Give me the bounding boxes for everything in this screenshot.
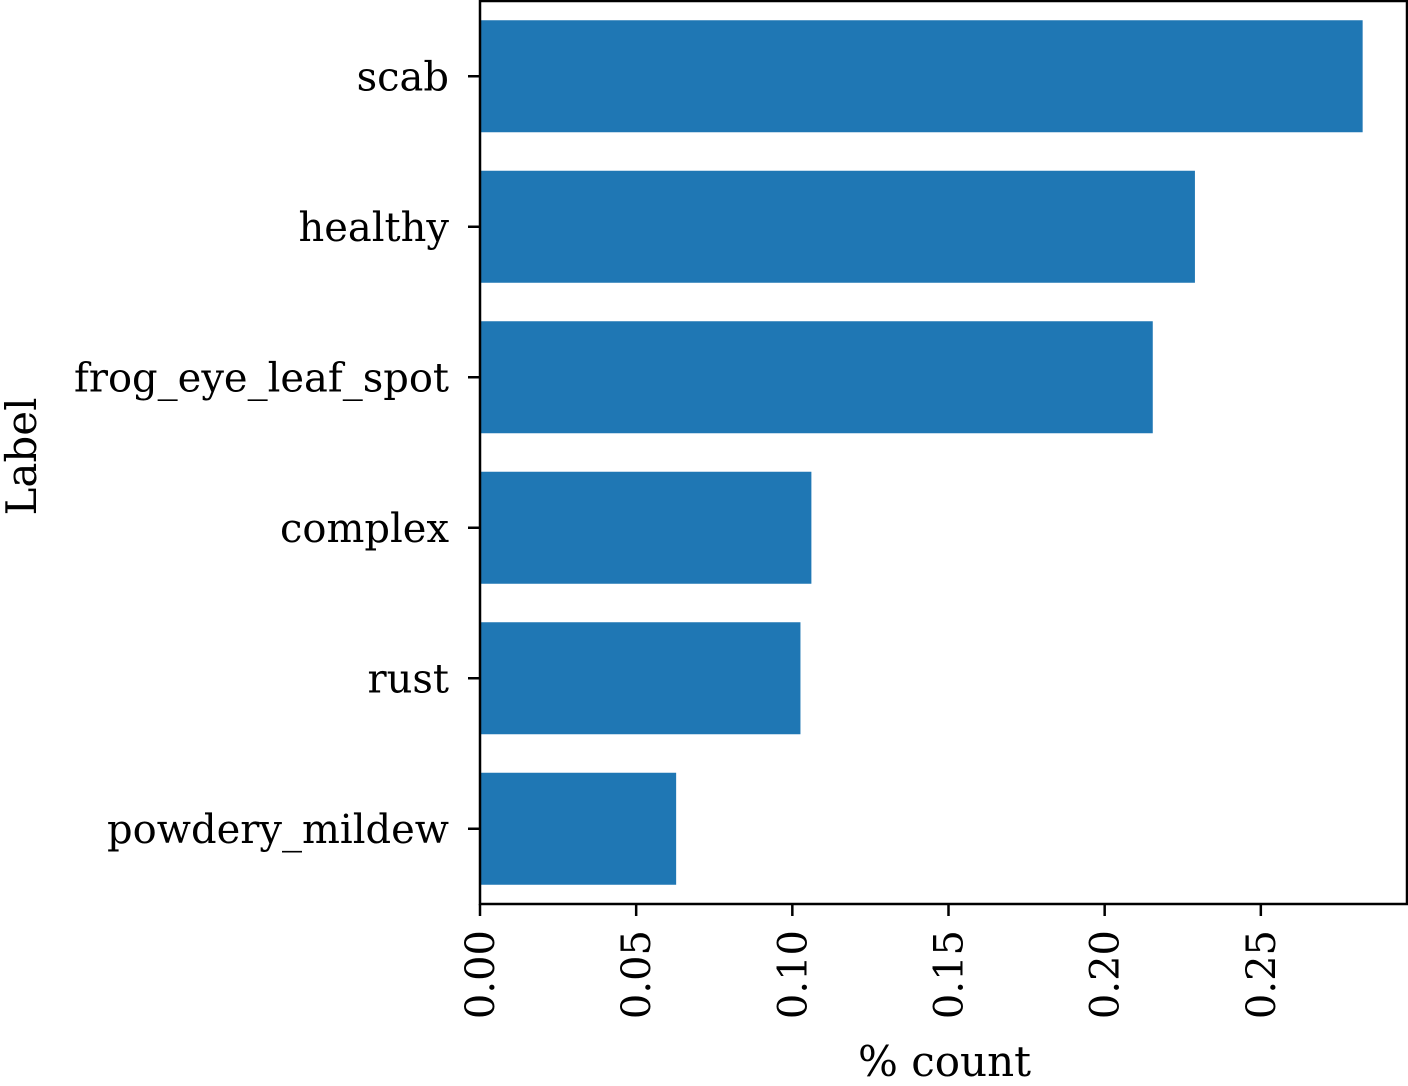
y-tick-label: scab	[357, 54, 449, 100]
x-axis-title: % count	[858, 1037, 1031, 1086]
y-tick-label: rust	[368, 656, 449, 702]
x-tick-label: 0.00	[458, 930, 504, 1019]
bar-complex	[480, 471, 812, 584]
bar-rust	[480, 622, 801, 735]
y-tick-label: powdery_mildew	[107, 807, 449, 853]
x-tick-label: 0.10	[770, 930, 816, 1019]
y-tick-label: frog_eye_leaf_spot	[74, 355, 449, 401]
y-axis-title: Label	[0, 397, 46, 515]
bar-healthy	[480, 170, 1195, 283]
x-axis-ticks: 0.00 0.05 0.10 0.15 0.20 0.25	[458, 904, 1285, 1019]
bar-powdery-mildew	[480, 772, 677, 885]
bar-scab	[480, 20, 1363, 133]
y-tick-label: healthy	[298, 205, 449, 251]
x-tick-label: 0.20	[1083, 930, 1129, 1019]
plot-frame	[478, 0, 1408, 906]
x-tick-label: 0.05	[614, 930, 660, 1019]
x-tick-label: 0.15	[926, 930, 972, 1019]
bar-frog-eye-leaf-spot	[480, 321, 1153, 434]
bars-group	[480, 20, 1363, 885]
x-tick-label: 0.25	[1239, 930, 1285, 1019]
y-tick-label: complex	[280, 506, 449, 552]
